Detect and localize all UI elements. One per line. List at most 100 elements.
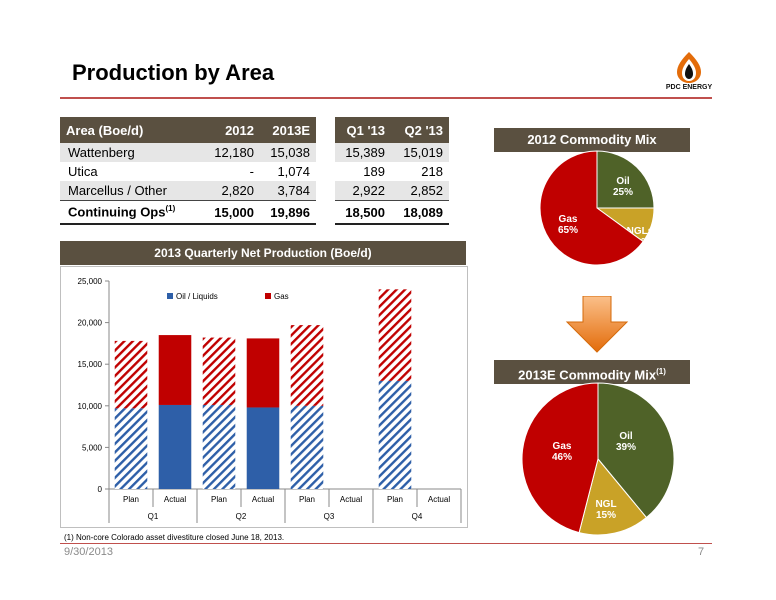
footnote-marker: (1) (165, 204, 176, 214)
cell-value: 15,038 (260, 143, 316, 162)
legend-label: Gas (274, 292, 289, 301)
pie-slice (597, 382, 675, 519)
y-tick-label: 20,000 (78, 319, 103, 328)
x-tick-label: Actual (252, 495, 274, 504)
pie-slice (578, 457, 648, 536)
slice-label: NGL (595, 499, 616, 510)
slice-percent: 25% (613, 187, 633, 198)
x-tick-label: Actual (164, 495, 186, 504)
table-row: Wattenberg 12,180 15,038 (60, 143, 316, 162)
column-header: Q1 '13 (335, 117, 391, 143)
bar-segment (114, 340, 148, 409)
column-header: 2012 (190, 117, 260, 143)
legend-swatch (167, 293, 173, 299)
y-tick-label: 15,000 (78, 360, 103, 369)
bar-segment (378, 289, 412, 381)
bar-segment (378, 380, 412, 489)
legend-label: Oil / Liquids (176, 292, 218, 301)
bar-segment (290, 405, 324, 489)
page-number: 7 (698, 546, 705, 558)
x-tick-label: Actual (340, 495, 362, 504)
bar-segment (246, 338, 280, 408)
area-name: Utica (68, 164, 98, 179)
table-row: 15,389 15,019 (335, 143, 449, 162)
slice-percent: 46% (552, 452, 572, 463)
down-arrow-icon (565, 296, 629, 353)
slice-label: NGLs (627, 226, 654, 237)
pie-slice (539, 150, 644, 266)
bar-segment (114, 408, 148, 489)
cell-value: 15,019 (391, 143, 449, 162)
slice-label: Gas (559, 214, 578, 225)
bar-segment (246, 407, 280, 489)
bar-chart-title: 2013 Quarterly Net Production (Boe/d) (60, 241, 466, 265)
title-divider (60, 97, 712, 99)
quarterly-production-table: Q1 '13 Q2 '13 15,389 15,019 189 218 2,92… (335, 117, 449, 225)
bar-segment (202, 337, 236, 405)
pie-2013-title-text: 2013E Commodity Mix (518, 367, 657, 383)
table-row: Marcellus / Other 2,820 3,784 (60, 181, 316, 201)
cell-value: 2,852 (391, 181, 449, 201)
bar-segment (202, 404, 236, 489)
total-row: 18,500 18,089 (335, 200, 449, 225)
footer-divider (60, 543, 712, 544)
bar-segment (158, 335, 192, 405)
cell-value: 1,074 (277, 164, 310, 179)
slice-label: Oil (616, 176, 630, 187)
pie-slice (521, 382, 599, 534)
cell-value: 3,784 (260, 181, 316, 201)
table-row: 2,922 2,852 (335, 181, 449, 201)
pie-slice (596, 150, 655, 209)
bar-chart-area: 0 5,000 10,000 15,000 20,000 25,000 Plan Actual… (60, 266, 468, 528)
total-value: 15,000 (190, 200, 260, 225)
column-header: Q2 '13 (391, 117, 449, 143)
area-name: Wattenberg (60, 143, 190, 162)
total-label: Continuing Ops (68, 204, 166, 220)
total-value: 18,500 (335, 200, 391, 225)
pie-2013-title: 2013E Commodity Mix(1) (494, 360, 690, 384)
column-header: 2013E (260, 117, 316, 143)
group-label: Q3 (324, 512, 335, 521)
group-label: Q1 (148, 512, 159, 521)
slice-percent: 39% (616, 442, 636, 453)
legend-swatch (265, 293, 271, 299)
total-value: 19,896 (260, 200, 316, 225)
x-tick-label: Plan (299, 495, 315, 504)
cell-value: - (249, 164, 254, 179)
y-tick-label: 0 (98, 485, 103, 494)
page-title: Production by Area (72, 60, 275, 85)
slice-percent: 15% (596, 510, 616, 521)
x-tick-label: Plan (123, 495, 139, 504)
pie-2012-title: 2012 Commodity Mix (494, 128, 690, 152)
total-row: Continuing Ops(1) 15,000 19,896 (60, 200, 316, 225)
footnote-marker: (1) (656, 367, 666, 376)
x-tick-label: Actual (428, 495, 450, 504)
table-row: Utica - 1,074 (60, 162, 316, 181)
y-tick-label: 5,000 (82, 443, 103, 452)
cell-value: 12,180 (190, 143, 260, 162)
column-header: Area (Boe/d) (60, 117, 190, 143)
y-tick-label: 10,000 (78, 402, 103, 411)
table-row: 189 218 (335, 162, 449, 181)
footnote: (1) Non-core Colorado asset divestiture … (64, 533, 285, 542)
y-tick-label: 25,000 (78, 277, 103, 286)
bar-chart: 0 5,000 10,000 15,000 20,000 25,000 Plan Actual… (78, 277, 462, 523)
area-name: Marcellus / Other (60, 181, 190, 201)
group-label: Q2 (236, 512, 247, 521)
company-logo: PDC ENERGY (664, 50, 714, 96)
group-label: Q4 (412, 512, 423, 521)
x-tick-label: Plan (387, 495, 403, 504)
pdc-flame-icon (677, 52, 701, 83)
cell-value: 218 (421, 164, 443, 179)
cell-value: 15,389 (335, 143, 391, 162)
bar-segment (290, 325, 324, 406)
total-value: 18,089 (391, 200, 449, 225)
logo-text: PDC ENERGY (665, 84, 713, 91)
bar-segment (158, 404, 192, 489)
cell-value: 189 (363, 164, 385, 179)
x-tick-label: Plan (211, 495, 227, 504)
slice-label: Gas (553, 441, 572, 452)
slice-percent: 65% (558, 225, 578, 236)
